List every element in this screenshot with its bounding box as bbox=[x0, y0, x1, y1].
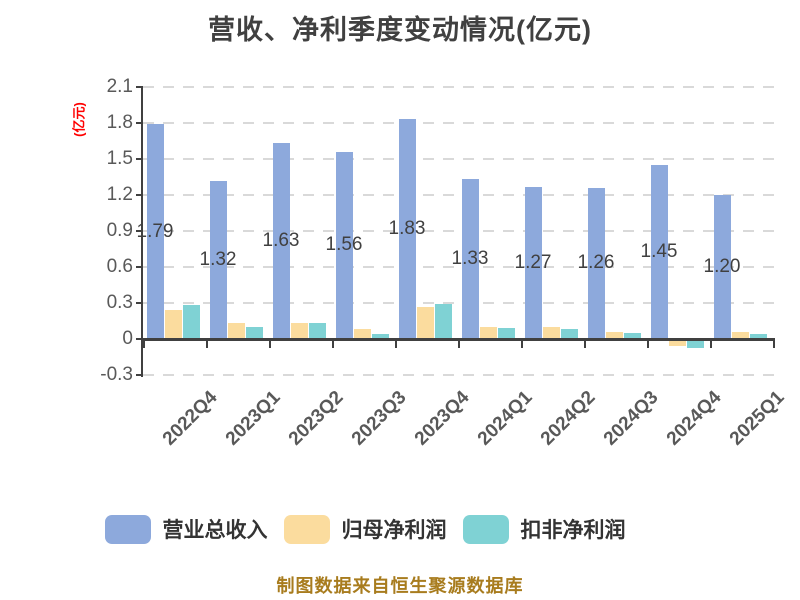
y-axis-tick bbox=[136, 230, 143, 232]
net-profit-bar bbox=[668, 341, 686, 346]
y-tick-label: 0.3 bbox=[106, 292, 133, 313]
net-profit-bar bbox=[479, 327, 497, 339]
revenue-bar bbox=[650, 165, 668, 339]
gridline bbox=[143, 86, 775, 88]
non-gaap-profit-bar bbox=[497, 328, 515, 339]
x-axis-tick bbox=[521, 340, 523, 348]
revenue-bar bbox=[461, 179, 479, 339]
non-gaap-profit-bar bbox=[308, 323, 326, 339]
net-profit-bar bbox=[605, 331, 623, 339]
net-profit-bar bbox=[416, 306, 434, 339]
y-tick-label: 1.8 bbox=[106, 112, 133, 133]
chart-title: 营收、净利季度变动情况(亿元) bbox=[208, 15, 592, 45]
bar-value-label: 1.26 bbox=[577, 252, 615, 274]
revenue-bar bbox=[272, 143, 290, 339]
revenue-bar bbox=[713, 195, 731, 339]
x-axis-tick bbox=[458, 340, 460, 348]
non-gaap-profit-bar bbox=[245, 327, 263, 339]
legend-label-net-profit: 归母净利润 bbox=[341, 519, 447, 542]
bar-value-label: 1.79 bbox=[136, 220, 174, 242]
y-axis-tick bbox=[136, 302, 143, 304]
legend-item-net-profit: 归母净利润 bbox=[283, 514, 447, 544]
bar-value-label: 1.45 bbox=[640, 241, 678, 262]
net-profit-bar bbox=[227, 323, 245, 339]
y-axis-line bbox=[141, 87, 143, 377]
chart-legend: 营业总收入 归母净利润 扣非净利润 bbox=[0, 514, 730, 544]
gridline bbox=[143, 230, 775, 232]
y-axis-tick bbox=[136, 122, 143, 124]
revenue-bar bbox=[146, 124, 164, 339]
non-gaap-profit-bar bbox=[560, 329, 578, 339]
y-tick-label: -0.3 bbox=[100, 364, 133, 385]
x-axis-tick bbox=[269, 340, 271, 348]
y-tick-label: 0.9 bbox=[106, 220, 133, 241]
x-axis-tick bbox=[395, 340, 397, 348]
net-profit-bar bbox=[164, 310, 182, 339]
gridline bbox=[143, 266, 775, 268]
revenue-bar bbox=[209, 180, 227, 339]
x-axis-tick bbox=[584, 340, 586, 348]
legend-swatch-non-gaap-net-profit bbox=[462, 514, 509, 544]
net-profit-bar bbox=[353, 329, 371, 339]
data-source-footer: 制图数据来自恒生聚源数据库 bbox=[276, 576, 524, 596]
y-axis-tick bbox=[136, 86, 143, 88]
non-gaap-profit-bar bbox=[686, 341, 704, 349]
legend-item-non-gaap-net-profit: 扣非净利润 bbox=[462, 514, 626, 544]
bar-value-label: 1.32 bbox=[199, 248, 237, 270]
x-axis-tick bbox=[647, 340, 649, 348]
gridline bbox=[143, 158, 775, 160]
gridline bbox=[143, 302, 775, 304]
net-profit-bar bbox=[542, 327, 560, 339]
y-axis-tick bbox=[136, 158, 143, 160]
y-tick-label: 0 bbox=[122, 328, 133, 349]
y-tick-label: 1.5 bbox=[106, 148, 133, 169]
y-axis-tick bbox=[136, 266, 143, 268]
legend-swatch-revenue bbox=[104, 514, 151, 544]
bar-value-label: 1.33 bbox=[451, 248, 489, 270]
x-axis-tick bbox=[773, 340, 775, 348]
y-axis-tick bbox=[136, 374, 143, 376]
bar-value-label: 1.83 bbox=[388, 218, 426, 240]
x-axis-tick bbox=[710, 340, 712, 348]
x-axis-tick bbox=[143, 340, 145, 348]
non-gaap-profit-bar bbox=[182, 305, 200, 339]
y-tick-label: 2.1 bbox=[106, 76, 133, 97]
net-profit-bar bbox=[290, 323, 308, 339]
x-tick-label-text: 2025Q1 bbox=[725, 387, 789, 450]
y-tick-label: 0.6 bbox=[106, 256, 133, 277]
y-axis-tick bbox=[136, 338, 143, 340]
revenue-bar bbox=[587, 187, 605, 339]
bar-value-label: 1.56 bbox=[325, 234, 363, 256]
non-gaap-profit-bar bbox=[623, 333, 641, 339]
gridline bbox=[143, 374, 775, 376]
bar-value-label: 1.63 bbox=[262, 230, 300, 252]
legend-swatch-net-profit bbox=[283, 514, 330, 544]
x-axis-tick bbox=[332, 340, 334, 348]
bar-value-label: 1.20 bbox=[703, 256, 741, 277]
net-profit-bar bbox=[731, 331, 749, 339]
x-tick-label: 2025Q1 bbox=[604, 387, 789, 450]
bar-value-label: 1.27 bbox=[514, 251, 552, 273]
revenue-bar bbox=[335, 151, 353, 339]
x-axis-line bbox=[143, 338, 775, 341]
legend-label-non-gaap-net-profit: 扣非净利润 bbox=[520, 519, 626, 542]
y-tick-label: 1.2 bbox=[106, 184, 133, 205]
non-gaap-profit-bar bbox=[434, 304, 452, 339]
revenue-bar bbox=[524, 186, 542, 339]
non-gaap-profit-bar bbox=[371, 334, 389, 339]
gridline bbox=[143, 194, 775, 196]
legend-item-revenue: 营业总收入 bbox=[104, 514, 268, 544]
gridline bbox=[143, 122, 775, 124]
x-axis-tick bbox=[206, 340, 208, 348]
legend-label-revenue: 营业总收入 bbox=[162, 519, 268, 542]
y-axis-tick bbox=[136, 194, 143, 196]
revenue-bar bbox=[398, 119, 416, 339]
non-gaap-profit-bar bbox=[749, 334, 767, 339]
